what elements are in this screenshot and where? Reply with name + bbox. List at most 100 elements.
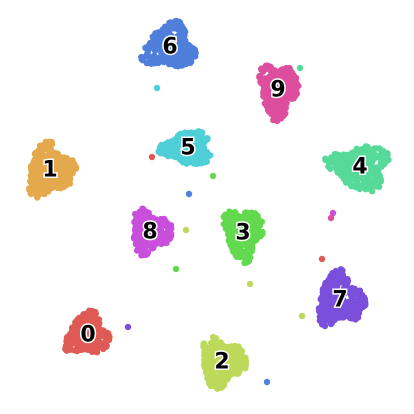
cluster-label-6: 6 [162, 35, 177, 60]
scatter-point [181, 142, 188, 150]
scatter-point [231, 225, 238, 232]
scatter-point [377, 159, 385, 166]
scatter-point [149, 44, 157, 52]
scatter-point [74, 316, 82, 323]
cluster-8-points [130, 205, 175, 259]
scatter-point [166, 226, 173, 233]
scatter-point [49, 183, 56, 190]
scatter-point [287, 75, 294, 82]
scatter-point [331, 150, 338, 158]
scatter-point [28, 187, 35, 194]
scatter-point [347, 173, 354, 181]
scatter-point [70, 165, 77, 172]
scatter-point [348, 295, 356, 302]
scatter-point [350, 183, 358, 190]
scatter-point [337, 276, 344, 284]
scatter-point [326, 287, 333, 295]
scatter-point [101, 342, 109, 349]
scatter-point [340, 296, 347, 304]
outlier-point [148, 153, 156, 161]
scatter-point [318, 321, 326, 328]
scatter-point [68, 331, 75, 339]
scatter-point [369, 188, 376, 195]
cluster-label-7: 7 [332, 288, 347, 313]
scatter-point [316, 306, 323, 313]
cluster-label-4: 4 [352, 155, 367, 180]
scatter-point [45, 151, 53, 158]
scatter-point [231, 209, 238, 216]
scatter-point [212, 357, 219, 365]
scatter-point [183, 49, 190, 57]
scatter-point [265, 93, 272, 100]
scatter-point [169, 22, 177, 29]
scatter-point [241, 251, 249, 258]
scatter-point [63, 336, 70, 343]
scatter-point [291, 79, 298, 86]
scatter-point [201, 137, 208, 145]
scatter-point [155, 232, 162, 239]
scatter-point [196, 143, 204, 151]
cluster-0-points [62, 307, 113, 356]
outlier-point [329, 209, 337, 217]
scatter-point [165, 152, 172, 159]
scatter-point [217, 355, 224, 362]
outlier-point [185, 190, 193, 198]
scatter-point [180, 151, 187, 158]
scatter-points [26, 17, 392, 392]
scatter-point [95, 316, 103, 323]
scatter-point [52, 160, 59, 167]
scatter-point [181, 133, 188, 140]
scatter-point [60, 183, 67, 191]
scatter-point [331, 273, 338, 280]
scatter-point [186, 43, 194, 50]
cluster-3-points [220, 208, 266, 267]
scatter-point [47, 157, 54, 165]
scatter-point [71, 324, 78, 332]
scatter-point [211, 372, 218, 380]
scatter-point [224, 370, 231, 377]
scatter-point [179, 159, 187, 166]
scatter-point [92, 340, 99, 347]
scatter-point [203, 368, 211, 375]
outlier-point [153, 84, 161, 92]
scatter-point [210, 382, 218, 389]
scatter-point [340, 151, 347, 158]
outlier-point [327, 214, 335, 222]
scatter-point [162, 27, 169, 35]
scatter-point [154, 29, 162, 36]
scatter-point [259, 231, 266, 238]
scatter-point [250, 211, 258, 218]
scatter-point [211, 339, 218, 346]
scatter-point [271, 108, 279, 116]
scatter-point [231, 248, 238, 255]
scatter-point [356, 297, 363, 304]
scatter-point [336, 156, 343, 163]
cluster-5-points [155, 128, 214, 168]
scatter-point [135, 220, 142, 227]
scatter-point [348, 149, 355, 157]
scatter-point [325, 314, 332, 321]
scatter-point [212, 364, 219, 371]
scatter-point [346, 311, 353, 319]
scatter-point [104, 330, 112, 337]
scatter-point [45, 176, 52, 183]
scatter-point [220, 363, 227, 371]
scatter-point [171, 35, 178, 43]
scatter-point [89, 307, 96, 315]
scatter-point [191, 145, 199, 153]
scatter-point [82, 341, 89, 348]
scatter-point [251, 228, 259, 235]
scatter-point [231, 215, 238, 222]
scatter-point [150, 238, 157, 245]
scatter-point [83, 335, 90, 342]
scatter-point [355, 291, 362, 298]
scatter-point [237, 247, 244, 254]
scatter-point [237, 360, 244, 367]
scatter-point [339, 271, 347, 279]
scatter-point [246, 238, 254, 246]
scatter-point [374, 181, 382, 188]
scatter-point [58, 171, 65, 178]
scatter-point [381, 150, 388, 157]
scatter-point [340, 175, 348, 182]
scatter-point [229, 369, 236, 377]
